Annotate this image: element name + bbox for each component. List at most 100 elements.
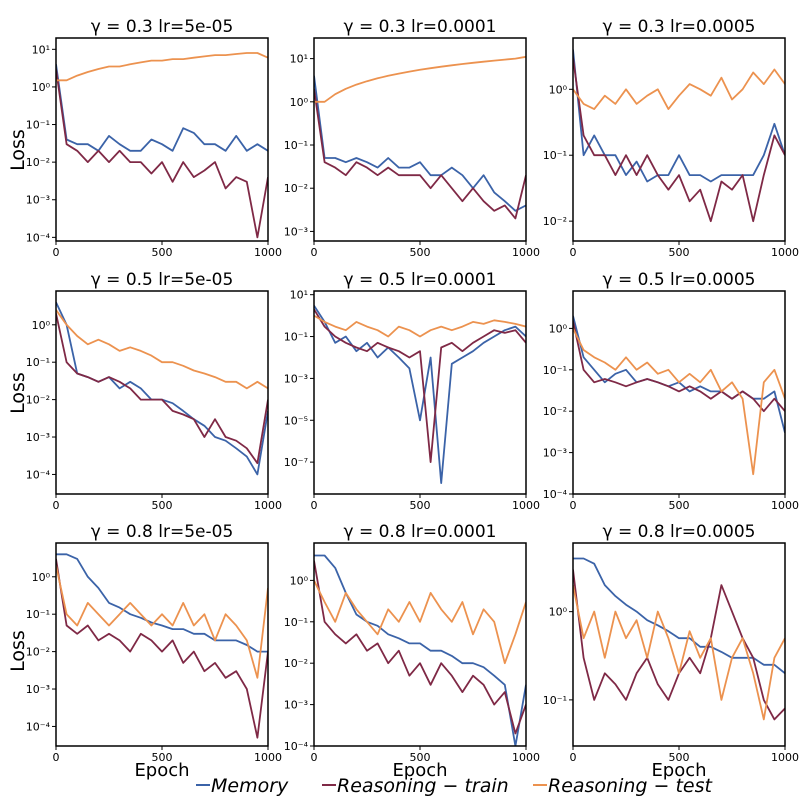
subplot: γ = 0.8 lr=5e-05 0 500 1000 10⁻⁴ 10⁻³ 10⁻² 10⁻¹… — [26, 522, 282, 781]
x-tick-label: 1000 — [254, 246, 282, 259]
x-tick-label: 0 — [570, 246, 577, 259]
y-tick-label: 10⁻¹ — [543, 149, 567, 162]
x-tick-label: 1000 — [771, 499, 799, 512]
series-line-reasoning-test — [56, 309, 268, 390]
y-axis-label: Loss — [7, 630, 29, 672]
subplot-title: γ = 0.8 lr=0.0005 — [603, 522, 756, 542]
x-tick-label: 0 — [570, 499, 577, 512]
x-tick-label: 0 — [311, 246, 318, 259]
series-line-memory — [314, 75, 526, 212]
x-axis-label: Epoch — [392, 760, 447, 781]
x-axis-label: Epoch — [134, 760, 189, 781]
x-tick-label: 1000 — [254, 751, 282, 764]
x-tick-label: 0 — [311, 499, 318, 512]
series-line-memory — [573, 315, 785, 434]
plot-frame — [572, 290, 786, 495]
plot-frame — [55, 37, 269, 242]
series-line-memory — [314, 554, 526, 746]
series-group — [56, 301, 268, 476]
legend: Memory Reasoning − train Reasoning − test — [196, 775, 714, 797]
y-tick-label: 10⁰ — [32, 81, 51, 94]
x-tick-label: 500 — [152, 246, 173, 259]
series-line-memory — [56, 64, 268, 152]
x-tick-label: 1000 — [512, 246, 540, 259]
y-tick-label: 10⁻³ — [26, 194, 50, 207]
y-tick-label: 10⁻¹ — [26, 608, 50, 621]
y-tick-label: 10⁻² — [26, 646, 50, 659]
x-tick-label: 500 — [152, 751, 173, 764]
series-line-reasoning-test — [314, 580, 526, 665]
series-line-reasoning-test — [573, 68, 785, 110]
x-tick-label: 1000 — [771, 751, 799, 764]
y-tick-label: 10⁻¹ — [284, 331, 308, 344]
x-tick-label: 0 — [53, 751, 60, 764]
y-tick-label: 10⁰ — [290, 96, 309, 109]
y-tick-label: 10⁻³ — [26, 683, 50, 696]
y-tick-label: 10⁻² — [26, 156, 50, 169]
x-tick-label: 1000 — [771, 246, 799, 259]
series-line-reasoning-test — [56, 52, 268, 82]
x-tick-label: 500 — [410, 246, 431, 259]
subplot-title: γ = 0.3 lr=0.0001 — [344, 17, 497, 37]
y-tick-label: 10⁰ — [549, 322, 568, 335]
y-tick-label: 10⁻⁵ — [284, 414, 308, 427]
plot-frame — [572, 37, 786, 242]
subplot-title: γ = 0.3 lr=0.0005 — [603, 17, 756, 37]
subplot-title: γ = 0.5 lr=5e-05 — [91, 270, 234, 290]
series-line-reasoning-train — [314, 88, 526, 220]
subplot: γ = 0.5 lr=0.0005 0 500 1000 10⁻⁴ 10⁻³ 10⁻² 10⁻… — [543, 270, 799, 512]
series-line-reasoning-train — [56, 558, 268, 739]
x-tick-label: 0 — [53, 499, 60, 512]
y-tick-label: 10⁻² — [284, 657, 308, 670]
series-line-memory — [314, 305, 526, 485]
x-tick-label: 500 — [410, 751, 431, 764]
series-line-reasoning-test — [314, 55, 526, 103]
x-tick-label: 0 — [570, 751, 577, 764]
series-line-reasoning-train — [573, 57, 785, 223]
y-tick-label: 10¹ — [290, 53, 308, 66]
y-tick-label: 10⁻⁷ — [284, 456, 308, 469]
series-group — [573, 315, 785, 476]
series-line-reasoning-train — [573, 320, 785, 413]
x-tick-label: 500 — [152, 499, 173, 512]
subplot-title: γ = 0.3 lr=5e-05 — [91, 17, 234, 37]
y-tick-label: 10⁻⁴ — [284, 740, 309, 753]
y-axis-label: Loss — [7, 129, 29, 171]
x-tick-label: 0 — [53, 246, 60, 259]
subplot-title: γ = 0.5 lr=0.0005 — [603, 270, 756, 290]
y-tick-label: 10⁻⁴ — [543, 488, 568, 501]
series-line-reasoning-train — [56, 313, 268, 465]
legend-label: Reasoning − test — [548, 775, 714, 797]
plot-frame — [313, 542, 527, 747]
subplot-title: γ = 0.5 lr=0.0001 — [344, 270, 497, 290]
series-line-memory — [573, 49, 785, 183]
x-tick-label: 1000 — [512, 499, 540, 512]
subplot: γ = 0.3 lr=5e-05 0 500 1000 10⁻⁴ 10⁻³ 10⁻² 10⁻¹… — [26, 17, 282, 259]
y-tick-label: 10⁻¹ — [26, 119, 50, 132]
y-tick-label: 10⁻⁴ — [26, 468, 51, 481]
y-tick-label: 10⁻² — [284, 182, 308, 195]
y-tick-label: 10⁻² — [543, 215, 567, 228]
series-line-memory — [56, 301, 268, 476]
y-tick-label: 10⁻⁴ — [26, 231, 51, 244]
y-tick-label: 10⁰ — [290, 574, 309, 587]
subplot: γ = 0.5 lr=5e-05 0 500 1000 10⁻⁴ 10⁻³ 10⁻² 10⁻¹… — [26, 270, 282, 512]
series-group — [56, 553, 268, 739]
subplot: γ = 0.8 lr=0.0005 0 500 1000 10⁻¹ 10⁰ Epoch — [543, 522, 799, 781]
series-line-reasoning-train — [56, 68, 268, 239]
series-line-reasoning-train — [314, 560, 526, 735]
y-tick-label: 10¹ — [290, 289, 308, 302]
y-tick-label: 10⁰ — [549, 606, 568, 619]
y-tick-label: 10¹ — [32, 43, 50, 56]
subplot-grid: γ = 0.3 lr=5e-050 500 100010⁻⁴10⁻³10⁻²10⁻¹… — [26, 17, 799, 781]
x-tick-label: 500 — [669, 246, 690, 259]
series-line-memory — [573, 557, 785, 675]
y-tick-label: 10⁻¹ — [284, 616, 308, 629]
x-tick-label: 0 — [311, 751, 318, 764]
y-tick-label: 10⁻¹ — [26, 356, 50, 369]
y-tick-label: 10⁻² — [543, 405, 567, 418]
plot-frame — [313, 290, 527, 495]
series-group — [56, 52, 268, 239]
subplot-title: γ = 0.8 lr=5e-05 — [91, 522, 234, 542]
